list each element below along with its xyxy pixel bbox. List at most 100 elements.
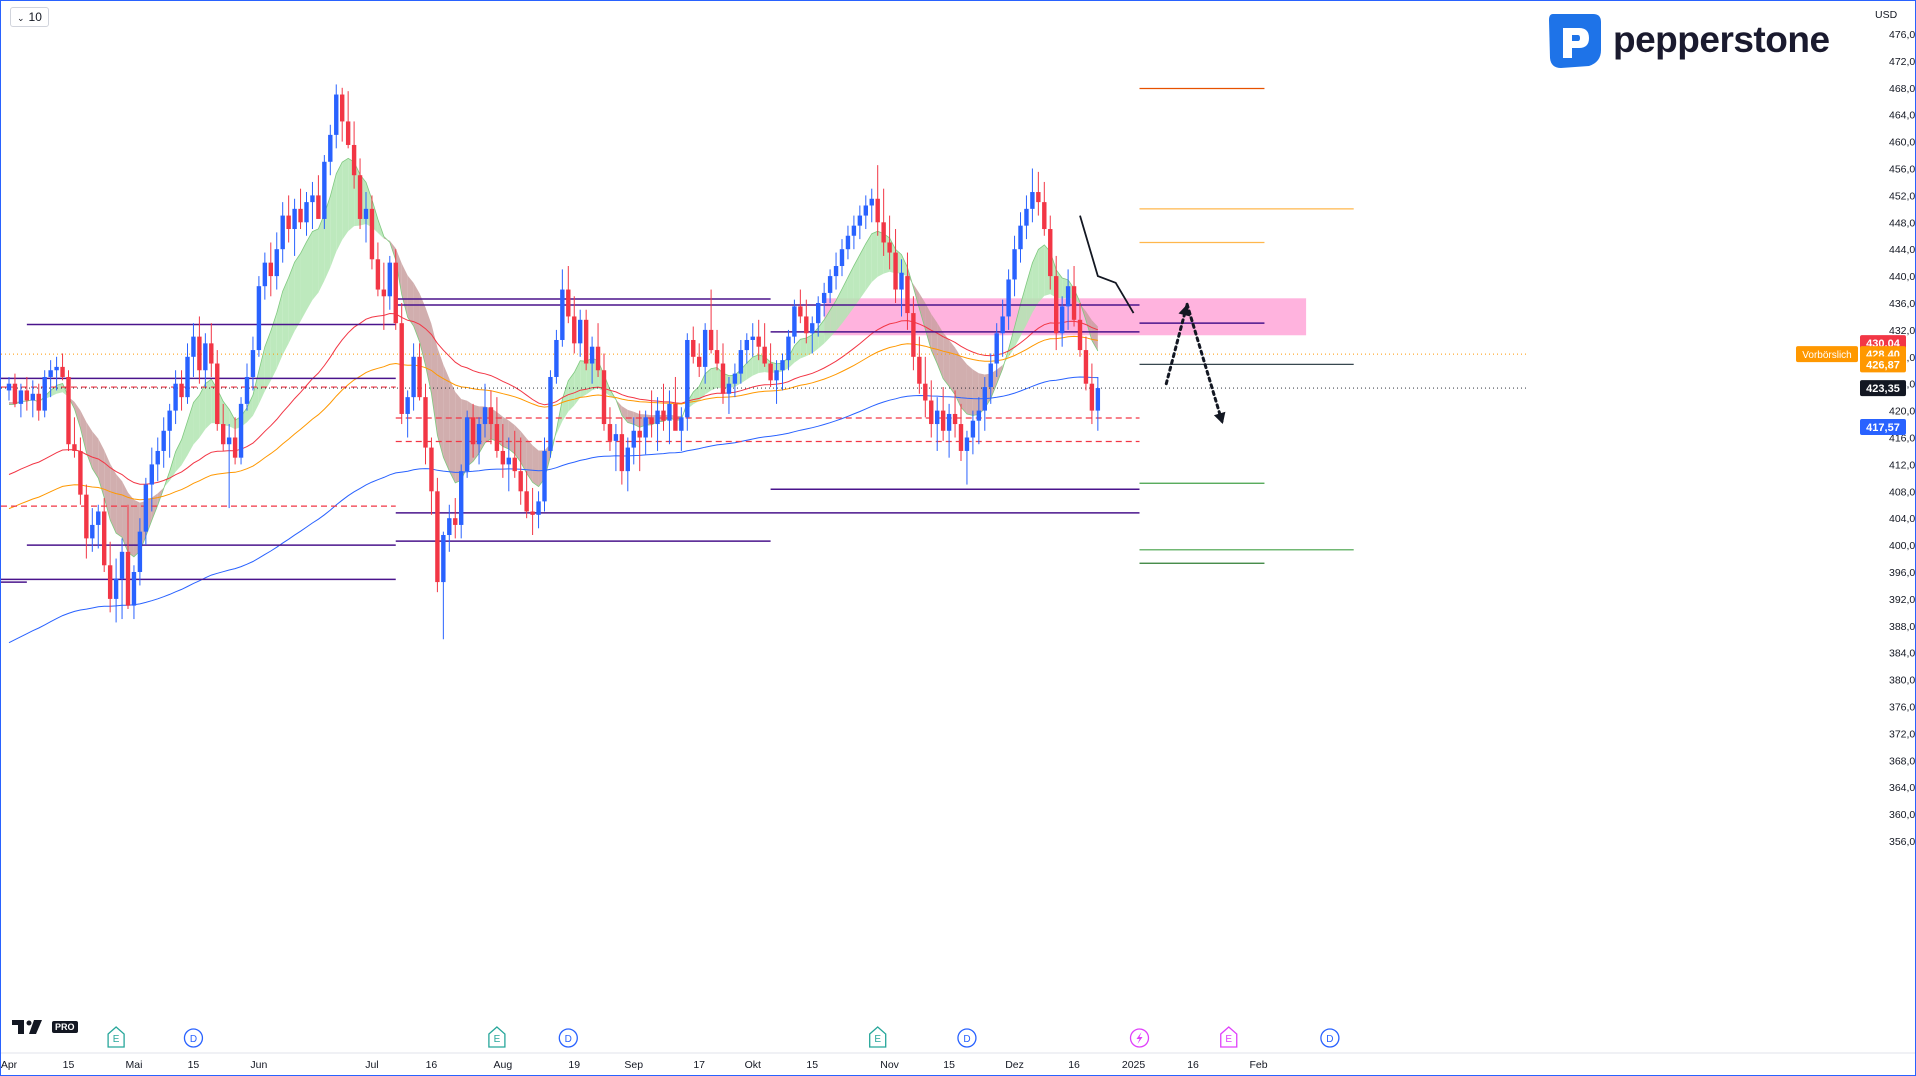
candle-body: [833, 266, 839, 277]
ema-cloud-segment: [699, 373, 706, 401]
candle-body: [780, 360, 785, 371]
candle-body: [899, 272, 904, 290]
candle-body: [667, 403, 672, 421]
ema-cloud-segment: [627, 409, 634, 425]
ema-cloud-segment: [288, 262, 295, 344]
candle-body: [215, 363, 220, 425]
event-letter: D: [565, 1034, 572, 1045]
ema-lines-layer: [8, 157, 1099, 644]
candle-body: [625, 447, 630, 472]
candle-body: [30, 393, 35, 401]
interval-dropdown[interactable]: ⌄ 10: [10, 7, 49, 27]
ema-cloud-segment: [330, 173, 337, 268]
price-tick-label: 388,00: [1889, 621, 1915, 633]
ema-cloud-segment: [151, 493, 158, 521]
candle-body: [857, 215, 863, 226]
ema-cloud-segment: [818, 319, 825, 349]
price-tick-label: 372,00: [1889, 728, 1915, 740]
dividend-event-icon[interactable]: D: [957, 1028, 977, 1048]
earnings-event-icon[interactable]: E: [488, 1026, 506, 1048]
price-tick-label: 356,00: [1889, 836, 1915, 848]
candle-body: [1048, 229, 1053, 277]
candle-body: [1030, 192, 1035, 209]
price-tick-label: 448,00: [1889, 217, 1915, 229]
earnings-shape: [107, 1026, 125, 1048]
candle-body: [1083, 350, 1089, 384]
ema-cloud-segment: [520, 431, 527, 474]
price-axis[interactable]: USD 476,00 472,00 468,00 464,00 460,00 456,00 4…: [1875, 9, 1915, 848]
earnings-event-icon[interactable]: E: [869, 1026, 887, 1048]
price-tick-label: 364,00: [1889, 782, 1915, 794]
event-letter: D: [190, 1034, 197, 1045]
price-tick-label: 400,00: [1889, 540, 1915, 552]
candle-body: [536, 501, 541, 515]
brand-name: pepperstone: [1613, 19, 1830, 60]
event-letter: D: [1326, 1034, 1333, 1045]
candle-body: [60, 366, 65, 377]
ema-cloud-segment: [110, 463, 117, 534]
price-tick-label: 412,00: [1889, 459, 1915, 471]
price-badge-bg: [1860, 418, 1906, 435]
time-axis[interactable]: Apr 15 Mai 15 Jun Jul 16 Aug 19 Sep 17 Okt 15 Nov 15 De…: [1, 1026, 1915, 1071]
candle-body: [66, 376, 71, 445]
news-event-icon[interactable]: [1129, 1028, 1150, 1048]
ema-cloud-segment: [264, 331, 271, 392]
ema-cloud-segment: [502, 416, 509, 450]
candle-body: [441, 535, 446, 583]
tradingview-icon: [12, 1020, 42, 1034]
candle-body: [131, 572, 137, 606]
chevron-down-icon: ⌄: [17, 13, 25, 23]
candle-body: [512, 457, 517, 472]
candle-body: [946, 413, 952, 431]
candle-body: [804, 316, 809, 334]
candle-body: [298, 208, 303, 223]
candle-body: [869, 198, 874, 206]
price-tick-label: 416,00: [1889, 433, 1915, 445]
candle-body: [750, 336, 755, 340]
candle-body: [572, 316, 577, 344]
candle-body: [548, 376, 553, 451]
ema-cloud-segment: [116, 474, 123, 538]
candle-body: [714, 350, 720, 364]
dividend-event-icon[interactable]: D: [183, 1028, 204, 1048]
ema-cloud-segment: [842, 277, 848, 324]
candle-body: [500, 450, 506, 465]
ema-cloud-segment: [925, 302, 932, 351]
candle-body: [280, 215, 285, 250]
candle-body: [881, 222, 886, 243]
ema-cloud-segment: [752, 354, 759, 376]
resistance-zone-layer: [824, 298, 1307, 336]
time-tick-label: 17: [693, 1059, 705, 1071]
candle-body: [54, 366, 59, 371]
price-tick-label: 476,00: [1889, 29, 1915, 41]
earnings-shape: [488, 1026, 506, 1048]
ema-cloud-segment: [431, 324, 438, 436]
candle-body: [369, 208, 375, 260]
ema-cloud-segment: [1020, 283, 1027, 337]
earnings-event-icon[interactable]: E: [1220, 1026, 1238, 1048]
time-tick-label: Apr: [1, 1059, 18, 1071]
time-tick-label: Nov: [880, 1059, 899, 1071]
ema-cloud-segment: [56, 383, 63, 394]
ema-cloud-segment: [746, 357, 753, 380]
candle-body: [1024, 208, 1029, 226]
dividend-event-icon[interactable]: D: [558, 1028, 578, 1048]
time-tick-label: 19: [568, 1059, 580, 1071]
ema-cloud-segment: [128, 492, 134, 557]
ema-cloud-segment: [169, 451, 176, 481]
candle-body: [1042, 202, 1047, 230]
candle-body: [673, 403, 678, 431]
ema-cloud-segment: [437, 347, 444, 458]
event-letter: D: [963, 1034, 970, 1045]
price-badge-bg: [1860, 356, 1906, 373]
candle-body: [1071, 286, 1077, 320]
price-tick-label: 392,00: [1889, 594, 1915, 606]
dividend-event-icon[interactable]: D: [1320, 1028, 1340, 1048]
ema-cloud-segment: [586, 358, 593, 395]
candles-layer[interactable]: [6, 84, 1101, 640]
event-letter: E: [1225, 1034, 1232, 1045]
earnings-event-icon[interactable]: E: [107, 1026, 125, 1048]
candle-body: [768, 363, 773, 381]
ema-cloud-segment: [395, 248, 402, 295]
